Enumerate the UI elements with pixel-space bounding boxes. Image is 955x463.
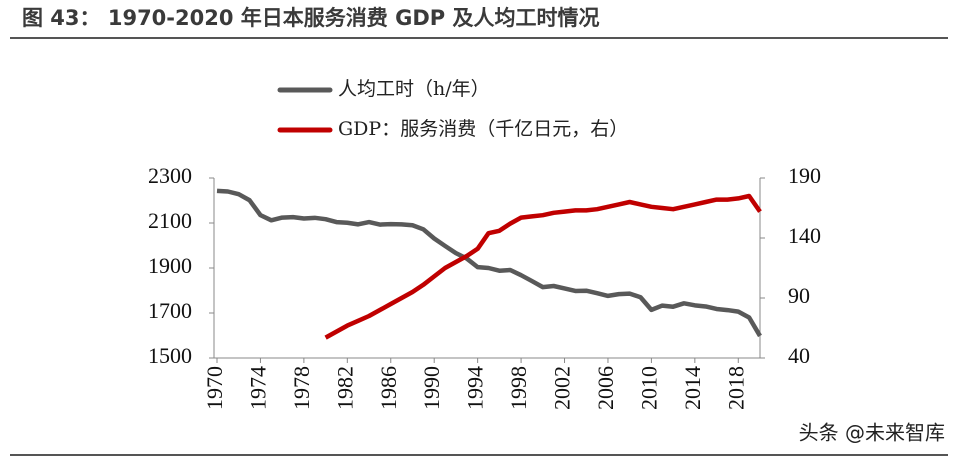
- watermark: 头条 @未来智库: [799, 421, 945, 445]
- y2-tick-label: 140: [788, 223, 821, 248]
- x-tick-label: 1998: [506, 366, 531, 410]
- y-tick-label: 1900: [148, 253, 192, 278]
- x-tick-label: 1990: [419, 366, 444, 410]
- y2-tick-label: 190: [788, 163, 821, 188]
- x-tick-label: 2006: [593, 366, 618, 410]
- x-tick-label: 2002: [550, 366, 575, 410]
- x-tick-label: 1986: [376, 366, 401, 410]
- x-tick-label: 1970: [202, 366, 227, 410]
- series-line: [324, 193, 762, 340]
- x-tick-label: 1994: [463, 366, 488, 410]
- y2-tick-label: 90: [788, 283, 810, 308]
- legend-label: 人均工时（h/年）: [338, 78, 490, 100]
- legend-label: GDP：服务消费（千亿日元，右）: [338, 118, 628, 140]
- series-line: [216, 188, 762, 338]
- x-tick-label: 2018: [723, 366, 748, 410]
- y2-tick-label: 40: [788, 343, 810, 368]
- x-tick-label: 1982: [332, 366, 357, 410]
- y-tick-label: 1700: [148, 298, 192, 323]
- y-tick-label: 1500: [148, 343, 192, 368]
- x-tick-label: 1974: [245, 366, 270, 410]
- x-tick-label: 1978: [289, 366, 314, 410]
- y-tick-label: 2100: [148, 208, 192, 233]
- x-tick-label: 2010: [636, 366, 661, 410]
- y-tick-label: 2300: [148, 163, 192, 188]
- x-tick-label: 2014: [680, 366, 705, 410]
- chart-title: 图 43： 1970-2020 年日本服务消费 GDP 及人均工时情况: [22, 6, 599, 30]
